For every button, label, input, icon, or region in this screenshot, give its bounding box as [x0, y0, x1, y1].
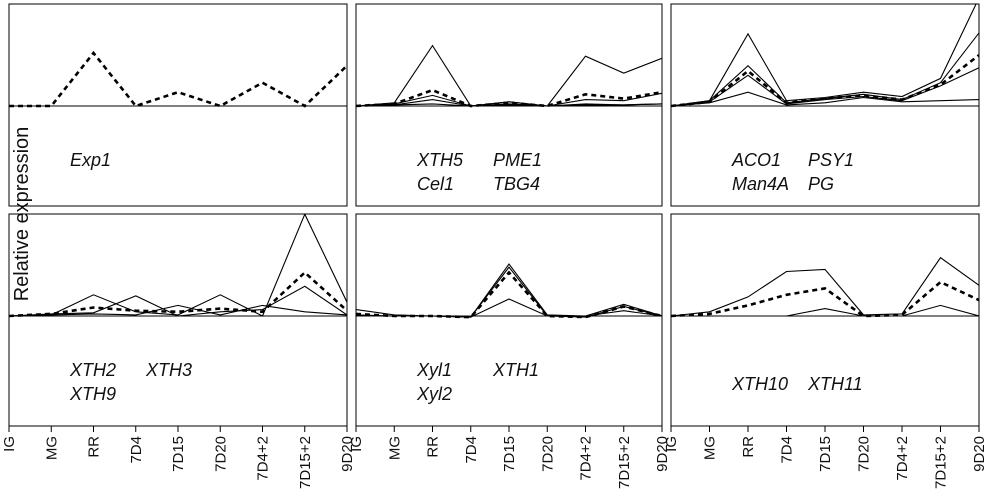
series-line-4 — [356, 103, 662, 107]
gene-label-xth11: XTH11 — [807, 374, 863, 394]
x-tick-label-7d20: 7D20 — [539, 436, 556, 472]
x-tick-label-ig: IG — [663, 436, 680, 452]
gene-label-cel1: Cel1 — [417, 174, 454, 194]
gene-label-xth1: XTH1 — [492, 360, 539, 380]
gene-label-xth5: XTH5 — [416, 150, 464, 170]
gene-label-tbg4: TBG4 — [493, 174, 540, 194]
x-tick-label-7d4: 7D4 — [463, 436, 480, 464]
x-tick-label-7d4-2: 7D4+2 — [255, 436, 272, 481]
series-line-1 — [9, 214, 347, 317]
x-tick-label-9d20: 9D20 — [339, 436, 356, 472]
panel-5: Xyl1 Xyl2 XTH1 — [355, 213, 663, 432]
series-group — [9, 214, 347, 318]
series-line-2 — [671, 304, 979, 317]
x-tick-label-rr: RR — [86, 436, 103, 458]
x-tick-label-ig: IG — [348, 436, 365, 452]
gene-label-xyl1: Xyl1 — [416, 360, 452, 380]
panel-4: XTH2 XTH9 XTH3 — [8, 213, 348, 432]
x-tick-label-9d20: 9D20 — [654, 436, 671, 472]
panel-1: Exp1 — [8, 3, 348, 207]
series-line-3 — [356, 298, 662, 318]
gene-label-xth2: XTH2 — [69, 360, 116, 380]
series-line-2 — [356, 92, 662, 107]
gene-label-xyl2: Xyl2 — [416, 384, 452, 404]
series-line-3 — [9, 304, 347, 317]
series-group — [356, 263, 662, 319]
x-tick-label-7d4-2: 7D4+2 — [578, 436, 595, 481]
x-tick-label-7d4: 7D4 — [128, 436, 145, 464]
series-line-4 — [671, 91, 979, 107]
panel-2: XTH5 Cel1 PME1 TBG4 — [355, 3, 663, 207]
x-tick-label-7d15-2: 7D15+2 — [933, 436, 950, 489]
series-line-mean — [9, 270, 347, 318]
x-tick-label-rr: RR — [425, 436, 442, 458]
series-group — [9, 50, 347, 108]
series-line-mean — [356, 88, 662, 108]
x-tick-label-7d15: 7D15 — [501, 436, 518, 472]
gene-label-aco1: ACO1 — [731, 150, 781, 170]
series-group — [671, 256, 979, 318]
series-line-2 — [671, 32, 979, 107]
series-line-mean — [9, 50, 347, 108]
gene-label-pg: PG — [808, 174, 834, 194]
x-tick-label-7d20: 7D20 — [856, 436, 873, 472]
panel-3: ACO1 Man4A PSY1 PG — [670, 3, 980, 207]
panels: Exp1 XTH5Cel1PME1TBG4ACO1Man4APSY1PGXTH2X… — [8, 3, 980, 432]
gene-label-xth9: XTH9 — [69, 384, 116, 404]
gene-label-psy1: PSY1 — [808, 150, 854, 170]
panel-frame — [8, 3, 348, 207]
x-tick-label-mg: MG — [386, 436, 403, 460]
gene-label-pme1: PME1 — [493, 150, 542, 170]
series-line-1 — [671, 256, 979, 317]
gene-label-man4a: Man4A — [732, 174, 789, 194]
series-line-mean — [671, 280, 979, 318]
x-tick-label-7d15-2: 7D15+2 — [297, 436, 314, 489]
x-tick-label-7d4: 7D4 — [779, 436, 796, 464]
x-tick-label-mg: MG — [702, 436, 719, 460]
x-tick-label-rr: RR — [740, 436, 757, 458]
x-tick-label-7d15: 7D15 — [817, 436, 834, 472]
series-group — [356, 44, 662, 108]
panel-frame — [355, 213, 663, 427]
x-tick-label-mg: MG — [43, 436, 60, 460]
series-line-1 — [671, 4, 977, 107]
series-line-1 — [356, 263, 662, 318]
panel-6: XTH10 XTH11 — [670, 213, 980, 432]
x-tick-label-7d15-2: 7D15+2 — [616, 436, 633, 489]
panel-frame — [670, 213, 980, 427]
gene-label-xth3: XTH3 — [145, 360, 192, 380]
panel-frame — [8, 213, 348, 427]
series-line-1 — [356, 44, 662, 107]
x-tick-label-9d20: 9D20 — [971, 436, 984, 472]
gene-label-exp1: Exp1 — [70, 150, 111, 170]
gene-label-xth10: XTH10 — [731, 374, 788, 394]
x-tick-label-ig: IG — [1, 436, 18, 452]
x-tick-label-7d4-2: 7D4+2 — [894, 436, 911, 481]
x-tick-label-7d15: 7D15 — [170, 436, 187, 472]
x-tick-label-7d20: 7D20 — [212, 436, 229, 472]
series-line-mean — [671, 54, 979, 108]
series-line-2 — [9, 285, 347, 317]
series-group — [671, 4, 979, 108]
series-line-mean — [356, 270, 662, 319]
